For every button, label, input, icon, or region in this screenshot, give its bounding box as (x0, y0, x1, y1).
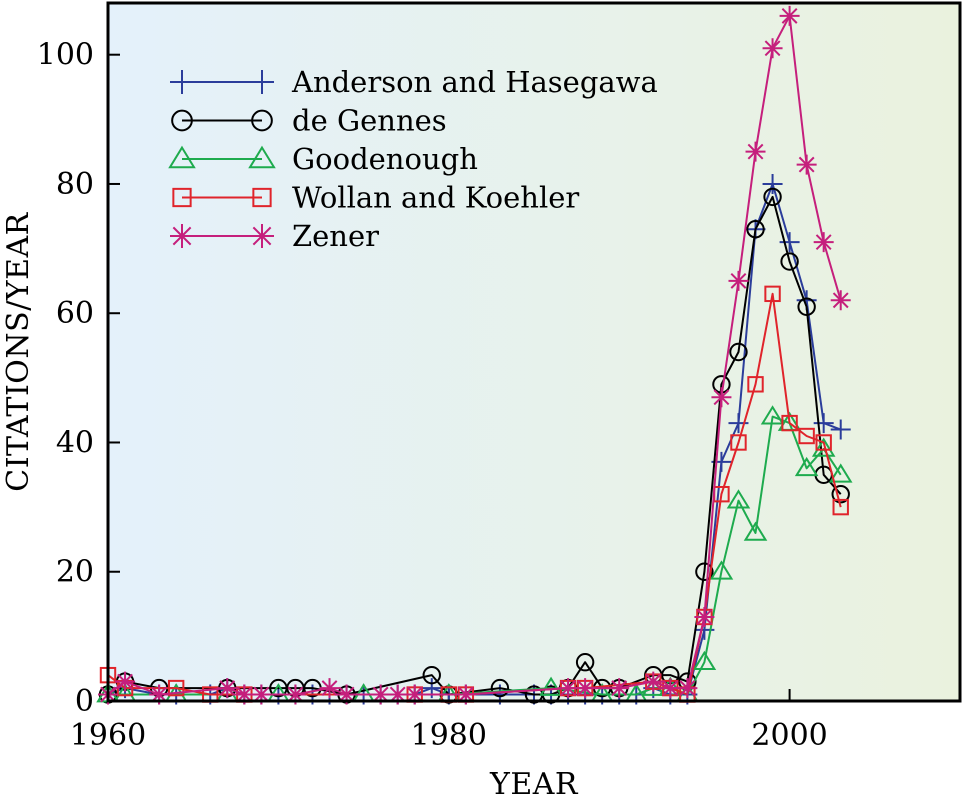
data-point (726, 489, 751, 509)
data-point (811, 437, 836, 457)
data-point (815, 434, 832, 451)
data-point (832, 498, 849, 516)
data-point (709, 560, 734, 580)
data-point (764, 285, 781, 303)
data-point (404, 684, 425, 705)
y-tick-label: 60 (56, 296, 94, 331)
y-axis-title: CITATIONS/YEAR (1, 211, 36, 491)
x-tick-label: 1980 (411, 718, 487, 753)
legend-marker (170, 70, 194, 94)
data-point (813, 413, 834, 434)
data-point (747, 376, 764, 393)
data-point (780, 252, 799, 271)
data-point (745, 141, 766, 162)
data-point (796, 154, 817, 175)
data-point (677, 678, 698, 699)
data-point (575, 653, 595, 672)
plot-frame (106, 1, 962, 703)
data-point (336, 684, 357, 705)
data-point (743, 521, 768, 541)
legend-marker (171, 109, 193, 132)
data-point (711, 387, 732, 408)
legend-marker (250, 70, 274, 94)
data-point (251, 684, 272, 705)
y-tick-label: 20 (56, 555, 94, 590)
data-point (692, 650, 717, 671)
data-point (234, 684, 255, 705)
data-point (695, 562, 714, 581)
legend-entry: Goodenough (168, 142, 478, 176)
data-point (794, 456, 819, 477)
legend-entry: Wollan and Koehler (172, 181, 579, 215)
data-point (575, 678, 596, 699)
data-point (779, 232, 800, 253)
data-point (831, 484, 850, 504)
legend-entry: de Gennes (171, 104, 447, 138)
data-point (730, 434, 747, 451)
legend-marker (252, 187, 272, 208)
legend-label: de Gennes (292, 104, 447, 138)
data-point (285, 684, 306, 705)
legend-label: Goodenough (292, 142, 478, 176)
legend-label: Wollan and Koehler (292, 181, 579, 215)
legend-marker (168, 145, 196, 169)
data-point (490, 678, 510, 698)
data-point (115, 671, 136, 692)
data-point (728, 270, 749, 291)
data-point (779, 5, 800, 26)
data-point (149, 684, 170, 705)
data-point (760, 405, 785, 425)
x-axis-title: YEAR (489, 767, 579, 797)
y-tick-label: 100 (37, 38, 94, 73)
legend-entry: Zener (170, 219, 379, 253)
legend-label: Zener (292, 219, 379, 253)
data-point (319, 678, 340, 699)
data-point (167, 679, 185, 697)
data-point (762, 173, 783, 194)
series-asterisk (98, 5, 851, 705)
data-point (370, 684, 391, 705)
x-tick-label: 2000 (751, 718, 827, 753)
series-layer (96, 5, 853, 705)
data-point (797, 297, 816, 316)
legend: Anderson and Hasegawa de Gennes Goodenough… (168, 65, 658, 253)
tick-labels: 1960 1980 2000 0 20 40 60 80 100 (37, 38, 828, 753)
legend-marker (251, 109, 273, 132)
legend-marker (172, 187, 192, 208)
data-point (798, 427, 815, 445)
legend-marker (248, 145, 276, 169)
data-point (781, 414, 798, 432)
legend-marker (250, 224, 274, 248)
data-point (660, 678, 681, 699)
legend-entry: Anderson and Hasegawa (170, 65, 658, 99)
data-point (763, 187, 782, 207)
legend-marker (170, 224, 194, 248)
x-tick-label: 1960 (70, 718, 146, 753)
data-point (729, 342, 748, 362)
y-tick-label: 80 (56, 167, 94, 202)
data-point (422, 665, 441, 685)
data-point (217, 678, 238, 699)
data-point (455, 684, 476, 705)
legend-label: Anderson and Hasegawa (291, 65, 658, 99)
data-point (387, 684, 408, 705)
data-point (643, 671, 664, 692)
data-point (694, 606, 715, 627)
y-tick-label: 0 (75, 684, 94, 719)
data-point (609, 678, 630, 699)
data-point (746, 220, 765, 239)
data-point (558, 678, 579, 699)
data-point (539, 676, 563, 696)
data-point (828, 463, 853, 483)
data-point (830, 290, 851, 311)
plot-area (108, 3, 960, 701)
y-tick-label: 40 (56, 425, 94, 460)
data-point (762, 38, 783, 59)
data-point (813, 232, 834, 253)
data-point (830, 419, 851, 440)
